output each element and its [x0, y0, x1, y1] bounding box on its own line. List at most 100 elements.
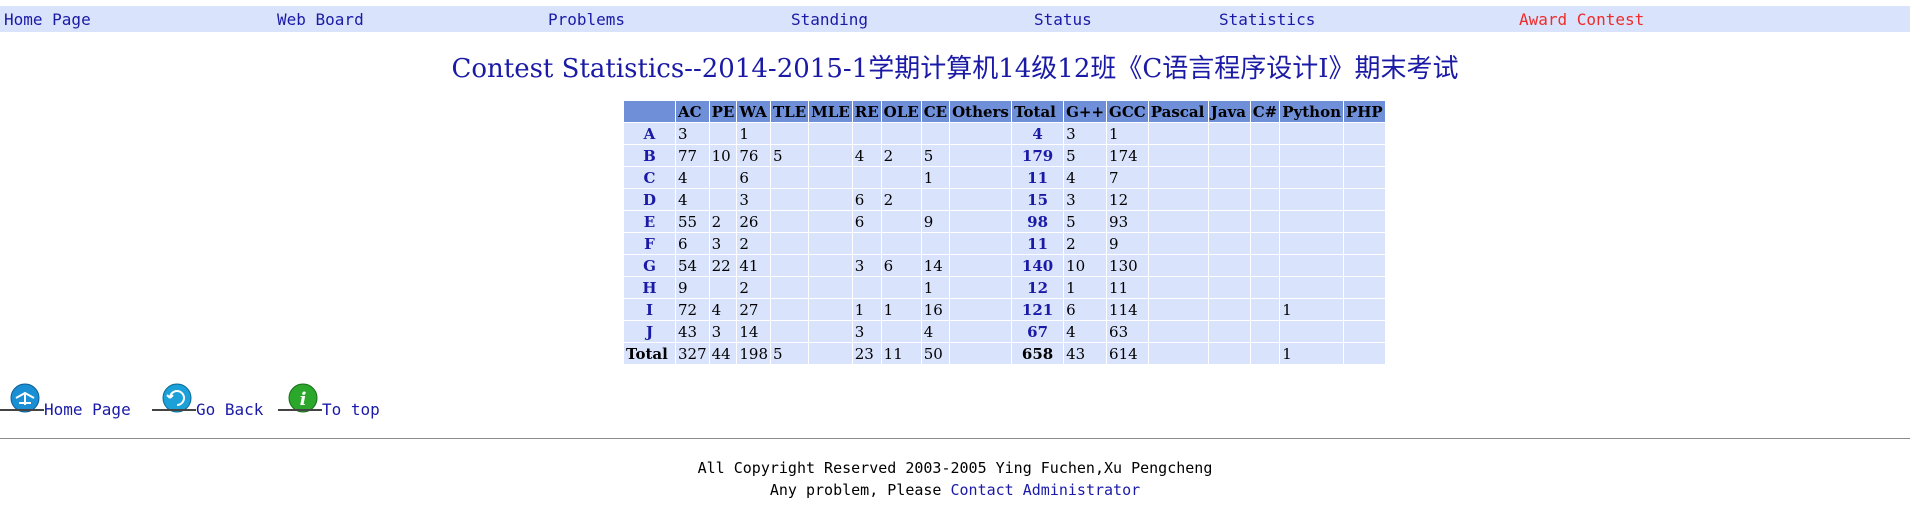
- total-cell: 23: [851, 342, 882, 365]
- table-cell: 26: [736, 210, 771, 233]
- bottom-go-back-link[interactable]: Go Back: [196, 400, 264, 419]
- table-cell: [1147, 210, 1209, 233]
- table-cell: [1207, 298, 1251, 321]
- table-row: B 77 10 76 5 4 2 5 179 5 174: [623, 144, 1386, 167]
- header-cell: PE: [708, 100, 738, 123]
- problem-id-link[interactable]: H: [623, 276, 676, 299]
- total-cell: 50: [920, 342, 951, 365]
- row-total-cell: 12: [1011, 276, 1065, 299]
- bottom-home-link[interactable]: Home Page: [44, 400, 131, 419]
- table-cell: [1147, 166, 1209, 189]
- table-cell: [1249, 276, 1281, 299]
- table-cell: 3: [1063, 122, 1108, 145]
- table-cell: 12: [1106, 188, 1149, 211]
- table-cell: [769, 166, 810, 189]
- table-cell: [1279, 210, 1344, 233]
- table-cell: [1249, 254, 1281, 277]
- table-cell: 6: [851, 210, 882, 233]
- table-cell: [769, 254, 810, 277]
- table-cell: [1342, 232, 1386, 255]
- problem-id-link[interactable]: F: [623, 232, 676, 255]
- page-title: Contest Statistics--2014-2015-1学期计算机14级1…: [451, 54, 1459, 84]
- table-cell: [1147, 232, 1209, 255]
- total-cell: 327: [675, 342, 710, 365]
- table-cell: 1: [880, 298, 922, 321]
- table-cell: [1342, 188, 1386, 211]
- table-cell: [949, 276, 1013, 299]
- table-cell: 4: [851, 144, 882, 167]
- problem-id-link[interactable]: D: [623, 188, 676, 211]
- table-cell: [1147, 144, 1209, 167]
- problem-id-link[interactable]: J: [623, 320, 676, 343]
- table-cell: [1279, 254, 1344, 277]
- table-cell: [1342, 166, 1386, 189]
- table-cell: [769, 320, 810, 343]
- table-cell: [1249, 122, 1281, 145]
- table-cell: [808, 298, 853, 321]
- problem-id-link[interactable]: G: [623, 254, 676, 277]
- table-row: F 6 3 2 11 2 9: [623, 232, 1386, 255]
- table-cell: [1279, 232, 1344, 255]
- bottom-to-top-link[interactable]: To top: [322, 400, 380, 419]
- nav-status-link[interactable]: Status: [1034, 10, 1092, 29]
- table-cell: [769, 188, 810, 211]
- nav-home-link[interactable]: Home Page: [4, 10, 91, 29]
- table-cell: [808, 122, 853, 145]
- total-cell: [1249, 342, 1281, 365]
- table-cell: [880, 122, 922, 145]
- table-cell: [708, 276, 738, 299]
- contact-administrator-link[interactable]: Contact Administrator: [950, 481, 1141, 499]
- footer-contact-line: Any problem, Please Contact Administrato…: [0, 481, 1910, 499]
- table-cell: 2: [880, 144, 922, 167]
- table-cell: 2: [736, 276, 771, 299]
- table-cell: 77: [675, 144, 710, 167]
- table-cell: 3: [708, 320, 738, 343]
- table-cell: [1249, 232, 1281, 255]
- table-cell: 1: [851, 298, 882, 321]
- table-row: H 9 2 1 12 1 11: [623, 276, 1386, 299]
- table-cell: [1249, 298, 1281, 321]
- table-cell: [808, 276, 853, 299]
- nav-award-contest-link[interactable]: Award Contest: [1519, 10, 1645, 29]
- total-cell: [1147, 342, 1209, 365]
- info-icon: i: [288, 383, 318, 413]
- header-cell: CE: [920, 100, 951, 123]
- table-cell: 7: [1106, 166, 1149, 189]
- nav-statistics-link[interactable]: Statistics: [1219, 10, 1316, 29]
- table-cell: [708, 122, 738, 145]
- table-cell: 2: [708, 210, 738, 233]
- total-cell: 5: [769, 342, 810, 365]
- total-cell: [808, 342, 853, 365]
- table-cell: 9: [1106, 232, 1149, 255]
- problem-id-link[interactable]: I: [623, 298, 676, 321]
- header-cell: PHP: [1342, 100, 1386, 123]
- table-body: A 3 1 4 3 1 B 77 10 76 5 4 2 5 179 5 174 C 4 6 1 11 4 7 D 4 3 6 2 15 3…: [623, 122, 1386, 365]
- table-cell: 14: [736, 320, 771, 343]
- table-cell: 3: [1063, 188, 1108, 211]
- problem-id-link[interactable]: B: [623, 144, 676, 167]
- row-total-cell: 4: [1011, 122, 1065, 145]
- table-cell: [949, 122, 1013, 145]
- header-cell: Others: [949, 100, 1013, 123]
- table-cell: [1249, 320, 1281, 343]
- header-cell: TLE: [769, 100, 810, 123]
- nav-problems-link[interactable]: Problems: [548, 10, 626, 29]
- total-cell: [1207, 342, 1251, 365]
- table-cell: [1249, 188, 1281, 211]
- nav-webboard-link[interactable]: Web Board: [277, 10, 364, 29]
- table-cell: [1279, 144, 1344, 167]
- problem-id-link[interactable]: E: [623, 210, 676, 233]
- table-cell: [1147, 276, 1209, 299]
- nav-standing-link[interactable]: Standing: [791, 10, 869, 29]
- table-cell: 63: [1106, 320, 1149, 343]
- problem-id-link[interactable]: A: [623, 122, 676, 145]
- table-cell: 9: [675, 276, 710, 299]
- table-cell: 130: [1106, 254, 1149, 277]
- problem-id-link[interactable]: C: [623, 166, 676, 189]
- table-cell: [880, 166, 922, 189]
- table-cell: [880, 210, 922, 233]
- table-cell: [1249, 166, 1281, 189]
- total-cell: 44: [708, 342, 738, 365]
- table-cell: [1207, 166, 1251, 189]
- table-cell: 114: [1106, 298, 1149, 321]
